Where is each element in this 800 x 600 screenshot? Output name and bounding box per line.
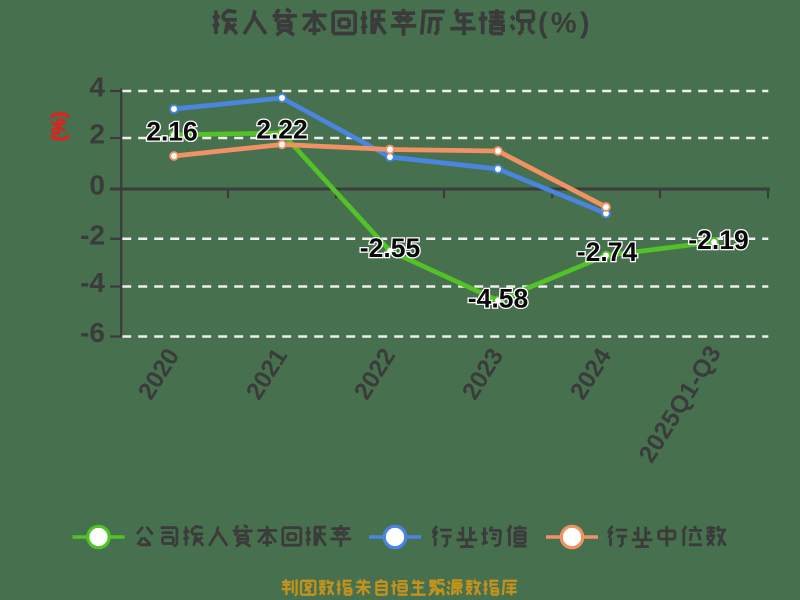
svg-text:2.22: 2.22: [256, 115, 308, 145]
svg-text:-4.58: -4.58: [468, 284, 528, 314]
svg-text:0: 0: [89, 170, 105, 201]
svg-text:-2.55: -2.55: [360, 233, 420, 263]
svg-text:-2.19: -2.19: [688, 225, 748, 255]
svg-text:4: 4: [89, 72, 105, 103]
svg-text:2: 2: [89, 119, 105, 150]
svg-text:-6: -6: [80, 317, 105, 348]
svg-text:-2.74: -2.74: [577, 237, 638, 267]
svg-text:-4: -4: [80, 267, 105, 298]
svg-text:-2: -2: [80, 219, 105, 250]
svg-text:2.16: 2.16: [146, 117, 198, 147]
svg-text:(%): (%): [538, 7, 593, 39]
svg-text:(%): (%): [49, 112, 70, 142]
